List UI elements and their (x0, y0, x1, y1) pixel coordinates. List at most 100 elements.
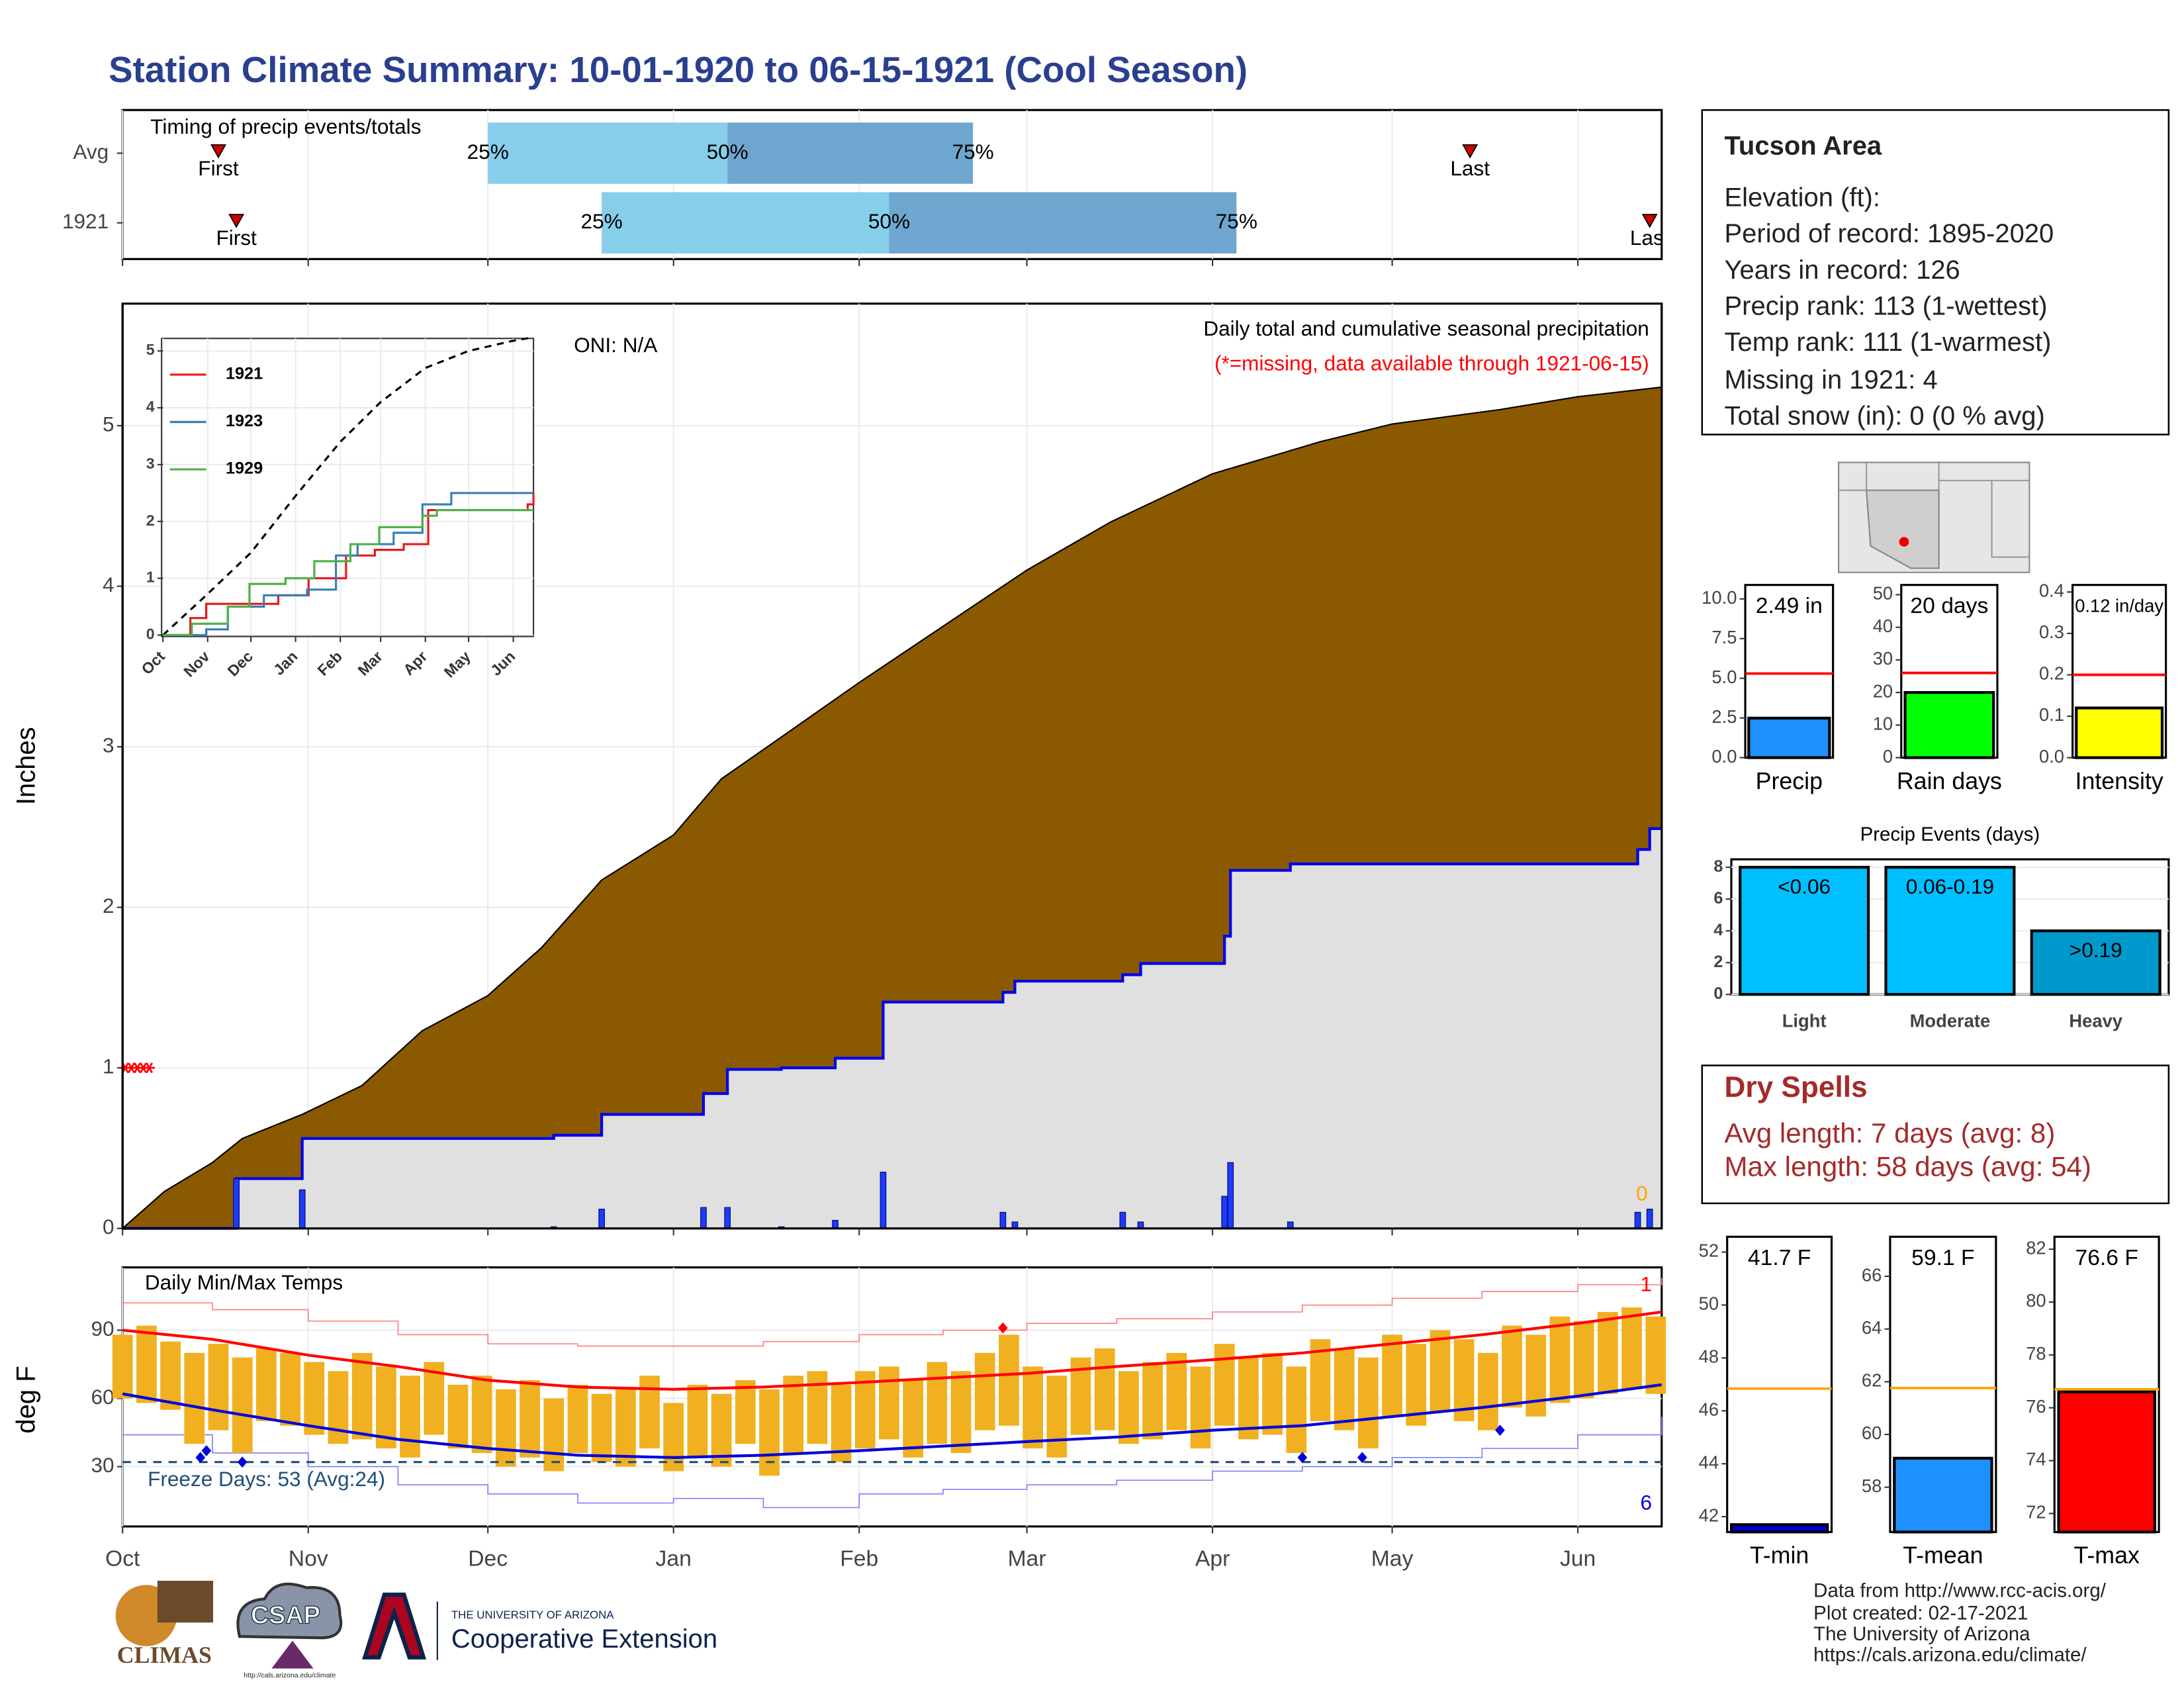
record-low-count: 6 (1640, 1491, 1652, 1515)
daily-temp-bar (999, 1335, 1019, 1426)
record-marker (1357, 1452, 1367, 1464)
y-tick-label: 42 (1699, 1505, 1719, 1525)
value-label: 0.12 in/day (2075, 596, 2163, 616)
x-category-label: Intensity (2075, 768, 2163, 794)
y-tick-label: 0.3 (2039, 622, 2064, 642)
chart-title: Precip Events (days) (1860, 823, 2040, 845)
value-label: 2.49 in (1756, 594, 1823, 618)
csap-mountain (271, 1640, 314, 1669)
daily-temp-bar (280, 1352, 300, 1426)
climas-emblem-block (157, 1580, 214, 1623)
record-marker (1495, 1425, 1505, 1436)
daily-temp-bar (1477, 1352, 1498, 1430)
y-tick-label: 40 (1873, 616, 1893, 636)
daily-temp-bar (974, 1352, 995, 1430)
y-tick-label: 5 (146, 341, 155, 358)
daily-precip-bar (298, 1189, 306, 1229)
value-label: 41.7 F (1748, 1246, 1811, 1270)
y-tick-label: 7.5 (1711, 627, 1737, 647)
daily-precip-bar (598, 1208, 605, 1229)
average-line (162, 336, 534, 636)
event-marker (228, 214, 245, 228)
page-title: Station Climate Summary: 10-01-1920 to 0… (109, 49, 1248, 90)
daily-temp-bar (232, 1357, 253, 1453)
daily-temp-bar (1286, 1366, 1307, 1453)
daily-temp-bar (879, 1366, 899, 1440)
y-tick-label: 46 (1699, 1399, 1719, 1420)
y-tick-label: 1 (146, 569, 155, 586)
record-marker (195, 1452, 206, 1464)
csap-logo: CSAP (251, 1602, 320, 1630)
y-tick-label: 76 (2026, 1396, 2046, 1417)
daily-precip-bar (1227, 1162, 1234, 1229)
daily-temp-bar (735, 1380, 756, 1444)
y-tick-label: 0.4 (2039, 581, 2064, 601)
event-marker (210, 144, 226, 159)
y-tick-label: 60 (91, 1385, 114, 1409)
daily-temp-bar (1382, 1335, 1402, 1417)
csap-url: http://cals.arizona.edu/climate (244, 1671, 336, 1679)
station-name: Tucson Area (1724, 132, 1882, 161)
daily-temp-bar (1525, 1335, 1547, 1417)
y-tick-label: 60 (1862, 1423, 1882, 1443)
value-label: 20 days (1910, 594, 1988, 618)
dry-spells-title: Dry Spells (1724, 1071, 1867, 1103)
y-tick-label: 2.5 (1711, 706, 1737, 727)
x-tick-label: Jan (656, 1546, 692, 1571)
daily-temp-bar (112, 1335, 133, 1399)
quartile-bar-late (727, 122, 974, 184)
timing-title: Timing of precip events/totals (150, 115, 421, 138)
info-frame (1701, 109, 2170, 436)
y-tick-label: 2 (103, 894, 114, 917)
bar (2030, 929, 2161, 996)
missing-count: 0 (1636, 1182, 1648, 1205)
footer-line: https://cals.arizona.edu/climate/ (1813, 1644, 2087, 1665)
bar (1884, 866, 2016, 996)
y-tick-label: 5.0 (1711, 667, 1737, 687)
daily-precip-bar (999, 1211, 1007, 1229)
daily-temp-bar (375, 1366, 396, 1449)
info-line: Elevation (ft): (1724, 183, 1880, 212)
chart-subtitle: (*=missing, data available through 1921-… (1214, 352, 1649, 375)
daily-temp-bar (328, 1371, 349, 1444)
value-label: 59.1 F (1911, 1246, 1974, 1270)
series-line (163, 508, 534, 636)
info-line: Temp rank: 111 (1-warmest) (1724, 328, 2051, 357)
y-tick-label: 10.0 (1702, 587, 1737, 608)
y-tick-label: 0 (103, 1215, 114, 1239)
daily-temp-bar (255, 1348, 277, 1421)
y-tick-label: 74 (2026, 1449, 2046, 1470)
info-line: Total snow (in): 0 (0 % avg) (1724, 402, 2044, 431)
daily-temp-bar (1645, 1316, 1666, 1394)
row-label: Avg (73, 140, 109, 164)
daily-temp-bar (1621, 1307, 1642, 1389)
y-tick-label: 4 (1713, 921, 1723, 939)
info-box: Tucson Area Elevation (ft): Period of re… (1701, 109, 2170, 436)
info-line: Missing in 1921: 4 (1724, 365, 1937, 395)
event-label: Last (1630, 226, 1670, 250)
freeze-annotation: Freeze Days: 53 (Avg:24) (148, 1467, 385, 1491)
x-category-label: Precip (1756, 768, 1823, 794)
record-min-line (122, 1417, 1662, 1509)
y-tick-label: 48 (1699, 1346, 1719, 1367)
quartile-bar-early (602, 192, 889, 254)
y-tick-label: 30 (1873, 648, 1893, 669)
daily-temp-bar (136, 1325, 157, 1403)
quartile-label: 25% (581, 209, 623, 233)
x-tick-label: Dec (468, 1546, 508, 1571)
daily-temp-bar (400, 1376, 420, 1458)
x-tick-label: Feb (840, 1546, 878, 1571)
daily-temp-bar (639, 1376, 660, 1449)
y-tick-label: 10 (1873, 714, 1893, 734)
bar (1903, 691, 1995, 759)
daily-temp-bar (351, 1352, 373, 1440)
daily-temp-bar (160, 1341, 181, 1410)
arizona (1866, 489, 1940, 569)
daily-temp-bar (1094, 1348, 1115, 1430)
daily-temp-bar (1142, 1362, 1163, 1440)
x-category-label: T-max (2074, 1542, 2140, 1569)
bar (2057, 1390, 2156, 1534)
daily-temp-bar (1214, 1344, 1235, 1426)
legend-label: 1921 (226, 365, 263, 383)
